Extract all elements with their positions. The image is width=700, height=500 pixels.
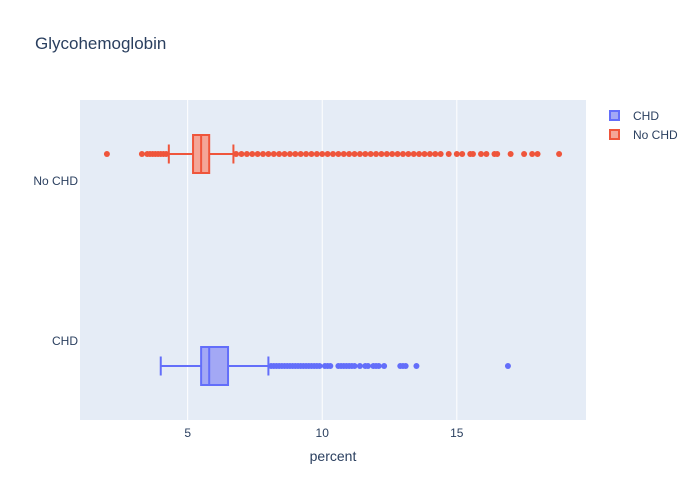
outlier-point xyxy=(556,151,563,157)
outlier-point xyxy=(399,151,406,157)
legend-label-chd: CHD xyxy=(633,108,659,123)
plot-area xyxy=(80,100,586,420)
legend: CHD No CHD xyxy=(609,106,678,144)
outlier-point xyxy=(521,151,528,157)
outlier-point xyxy=(327,363,334,369)
outlier-point xyxy=(243,151,250,157)
outlier-point xyxy=(381,363,388,369)
outlier-point xyxy=(507,151,514,157)
outlier-point xyxy=(445,151,452,157)
outlier-point xyxy=(340,151,347,157)
outlier-point xyxy=(313,151,320,157)
box-iqr xyxy=(200,346,230,386)
outlier-point xyxy=(389,151,396,157)
outlier-point xyxy=(494,151,501,157)
outlier-point xyxy=(316,363,323,369)
outlier-point xyxy=(483,151,490,157)
outlier-point xyxy=(163,151,170,157)
outlier-point xyxy=(254,151,261,157)
trace-no-chd xyxy=(103,134,563,174)
legend-item-no-chd[interactable]: No CHD xyxy=(609,125,678,144)
outlier-point xyxy=(453,151,460,157)
outlier-point xyxy=(233,151,240,157)
outlier-point xyxy=(378,151,385,157)
outlier-point xyxy=(432,151,439,157)
outlier-point xyxy=(276,151,283,157)
outlier-point xyxy=(346,151,353,157)
outlier-point xyxy=(356,151,363,157)
outlier-point xyxy=(364,363,371,369)
outlier-point xyxy=(270,151,277,157)
outlier-point xyxy=(478,151,485,157)
outlier-point xyxy=(356,363,363,369)
outlier-point xyxy=(351,151,358,157)
outlier-point xyxy=(410,151,417,157)
trace-chd xyxy=(159,346,511,386)
outlier-point xyxy=(286,151,293,157)
outlier-point xyxy=(469,151,476,157)
legend-label-no-chd: No CHD xyxy=(633,127,678,142)
outlier-point xyxy=(402,363,409,369)
outlier-point xyxy=(297,151,304,157)
outlier-point xyxy=(534,151,541,157)
outlier-point xyxy=(103,151,110,157)
y-tick-label: CHD xyxy=(52,334,78,348)
y-tick-label: No CHD xyxy=(33,174,78,188)
outlier-point xyxy=(308,151,315,157)
outlier-point xyxy=(324,151,331,157)
legend-item-chd[interactable]: CHD xyxy=(609,106,678,125)
outlier-point xyxy=(351,363,358,369)
outlier-point xyxy=(238,151,245,157)
outlier-point xyxy=(413,363,420,369)
outlier-point xyxy=(504,363,511,369)
outlier-point xyxy=(421,151,428,157)
outlier-point xyxy=(281,151,288,157)
outlier-point xyxy=(383,151,390,157)
outlier-point xyxy=(529,151,536,157)
x-tick-label: 15 xyxy=(450,426,464,440)
outlier-point xyxy=(394,151,401,157)
outlier-point xyxy=(375,363,382,369)
outlier-point xyxy=(292,151,299,157)
outlier-point xyxy=(426,151,433,157)
outlier-point xyxy=(303,151,310,157)
outlier-point xyxy=(330,151,336,157)
x-tick-label: 10 xyxy=(316,426,330,440)
outlier-point xyxy=(367,151,374,157)
outlier-point xyxy=(405,151,412,157)
outlier-point xyxy=(260,151,267,157)
outlier-point xyxy=(362,151,369,157)
outlier-point xyxy=(265,151,272,157)
outlier-point xyxy=(373,151,380,157)
outlier-point xyxy=(437,151,444,157)
outlier-point xyxy=(335,151,342,157)
x-tick-label: 5 xyxy=(184,426,191,440)
legend-swatch-no-chd xyxy=(609,129,620,140)
chart-title: Glycohemoglobin xyxy=(35,34,167,53)
outlier-point xyxy=(319,151,326,157)
outlier-point xyxy=(416,151,423,157)
outlier-point xyxy=(249,151,256,157)
outlier-point xyxy=(459,151,466,157)
x-axis-label: percent xyxy=(310,448,357,464)
outlier-point xyxy=(138,151,145,157)
legend-swatch-chd xyxy=(609,110,620,121)
